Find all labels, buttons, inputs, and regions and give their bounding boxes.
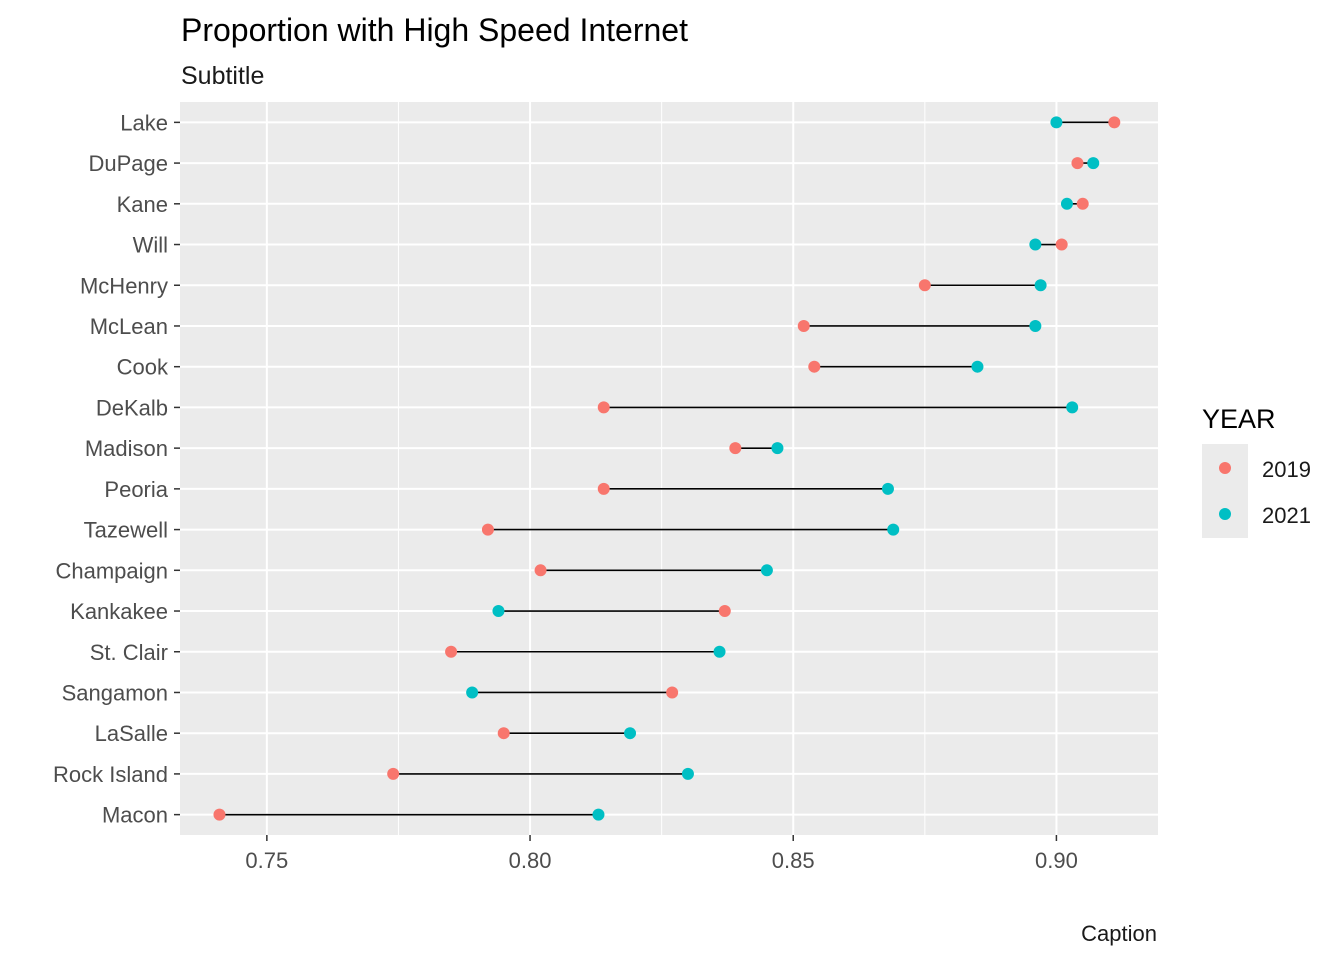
- legend: YEAR 2019 2021: [1202, 404, 1311, 538]
- point-2019: [597, 482, 610, 495]
- point-2019: [666, 686, 679, 699]
- chart-subtitle: Subtitle: [181, 62, 264, 90]
- chart-title: Proportion with High Speed Internet: [181, 12, 688, 48]
- y-tick-label: Will: [133, 233, 168, 258]
- point-2021: [1050, 116, 1063, 129]
- point-2021: [1087, 157, 1100, 170]
- y-tick-label: Sangamon: [62, 680, 168, 705]
- data-points: [213, 116, 1121, 821]
- point-2019: [213, 808, 226, 821]
- x-tick-label: 0.85: [772, 848, 815, 873]
- point-2019: [729, 442, 742, 455]
- x-tick-label: 0.75: [245, 848, 288, 873]
- point-2019: [497, 727, 510, 740]
- y-tick-label: Macon: [102, 803, 168, 828]
- y-axis: Lake DuPage Kane Will McHenry McLean Cook DeKal…: [53, 110, 180, 828]
- x-axis: 0.75 0.80 0.85 0.90: [245, 835, 1078, 873]
- point-2021: [1066, 401, 1079, 414]
- y-tick-label: Madison: [85, 436, 168, 461]
- point-2021: [771, 442, 784, 455]
- legend-label-2019: 2019: [1262, 457, 1311, 482]
- point-2019: [1076, 197, 1089, 210]
- point-2021: [881, 482, 894, 495]
- dumbbell-segments: [219, 121, 1115, 816]
- y-tick-label: Kankakee: [70, 599, 168, 624]
- point-2021: [713, 645, 726, 658]
- y-tick-label: Lake: [120, 110, 168, 135]
- y-tick-label: McHenry: [80, 273, 168, 298]
- point-2019: [481, 523, 494, 536]
- point-2019: [797, 319, 810, 332]
- point-2019: [387, 767, 400, 780]
- y-tick-label: Rock Island: [53, 762, 168, 787]
- point-2019: [808, 360, 821, 373]
- point-2021: [1029, 238, 1042, 251]
- point-2021: [681, 767, 694, 780]
- point-2021: [1034, 279, 1047, 292]
- y-tick-label: LaSalle: [95, 721, 168, 746]
- y-tick-label: St. Clair: [90, 640, 168, 665]
- legend-key-2021: [1219, 508, 1231, 520]
- point-2021: [971, 360, 984, 373]
- y-tick-label: Peoria: [104, 477, 168, 502]
- point-2021: [624, 727, 637, 740]
- legend-label-2021: 2021: [1262, 503, 1311, 528]
- y-tick-label: Tazewell: [84, 518, 168, 543]
- point-2021: [887, 523, 900, 536]
- x-tick-label: 0.90: [1035, 848, 1078, 873]
- point-2019: [1055, 238, 1068, 251]
- plot-panel: [180, 102, 1158, 835]
- legend-key-bg: [1202, 444, 1248, 538]
- point-2021: [1060, 197, 1073, 210]
- point-2019: [597, 401, 610, 414]
- point-2019: [718, 605, 731, 618]
- point-2021: [466, 686, 479, 699]
- x-tick-label: 0.80: [509, 848, 552, 873]
- point-2021: [592, 808, 605, 821]
- point-2019: [918, 279, 931, 292]
- legend-title: YEAR: [1202, 404, 1276, 434]
- y-tick-label: McLean: [90, 314, 168, 339]
- y-tick-label: DeKalb: [96, 395, 168, 420]
- point-2019: [1108, 116, 1121, 129]
- point-2019: [445, 645, 458, 658]
- point-2019: [534, 564, 547, 577]
- y-tick-label: Cook: [117, 355, 169, 380]
- chart-caption: Caption: [1081, 921, 1157, 946]
- point-2021: [1029, 319, 1042, 332]
- point-2021: [492, 605, 505, 618]
- point-2019: [1071, 157, 1084, 170]
- y-tick-label: Kane: [117, 192, 168, 217]
- legend-key-2019: [1219, 462, 1231, 474]
- y-tick-label: Champaign: [55, 558, 168, 583]
- y-tick-label: DuPage: [88, 151, 168, 176]
- point-2021: [760, 564, 773, 577]
